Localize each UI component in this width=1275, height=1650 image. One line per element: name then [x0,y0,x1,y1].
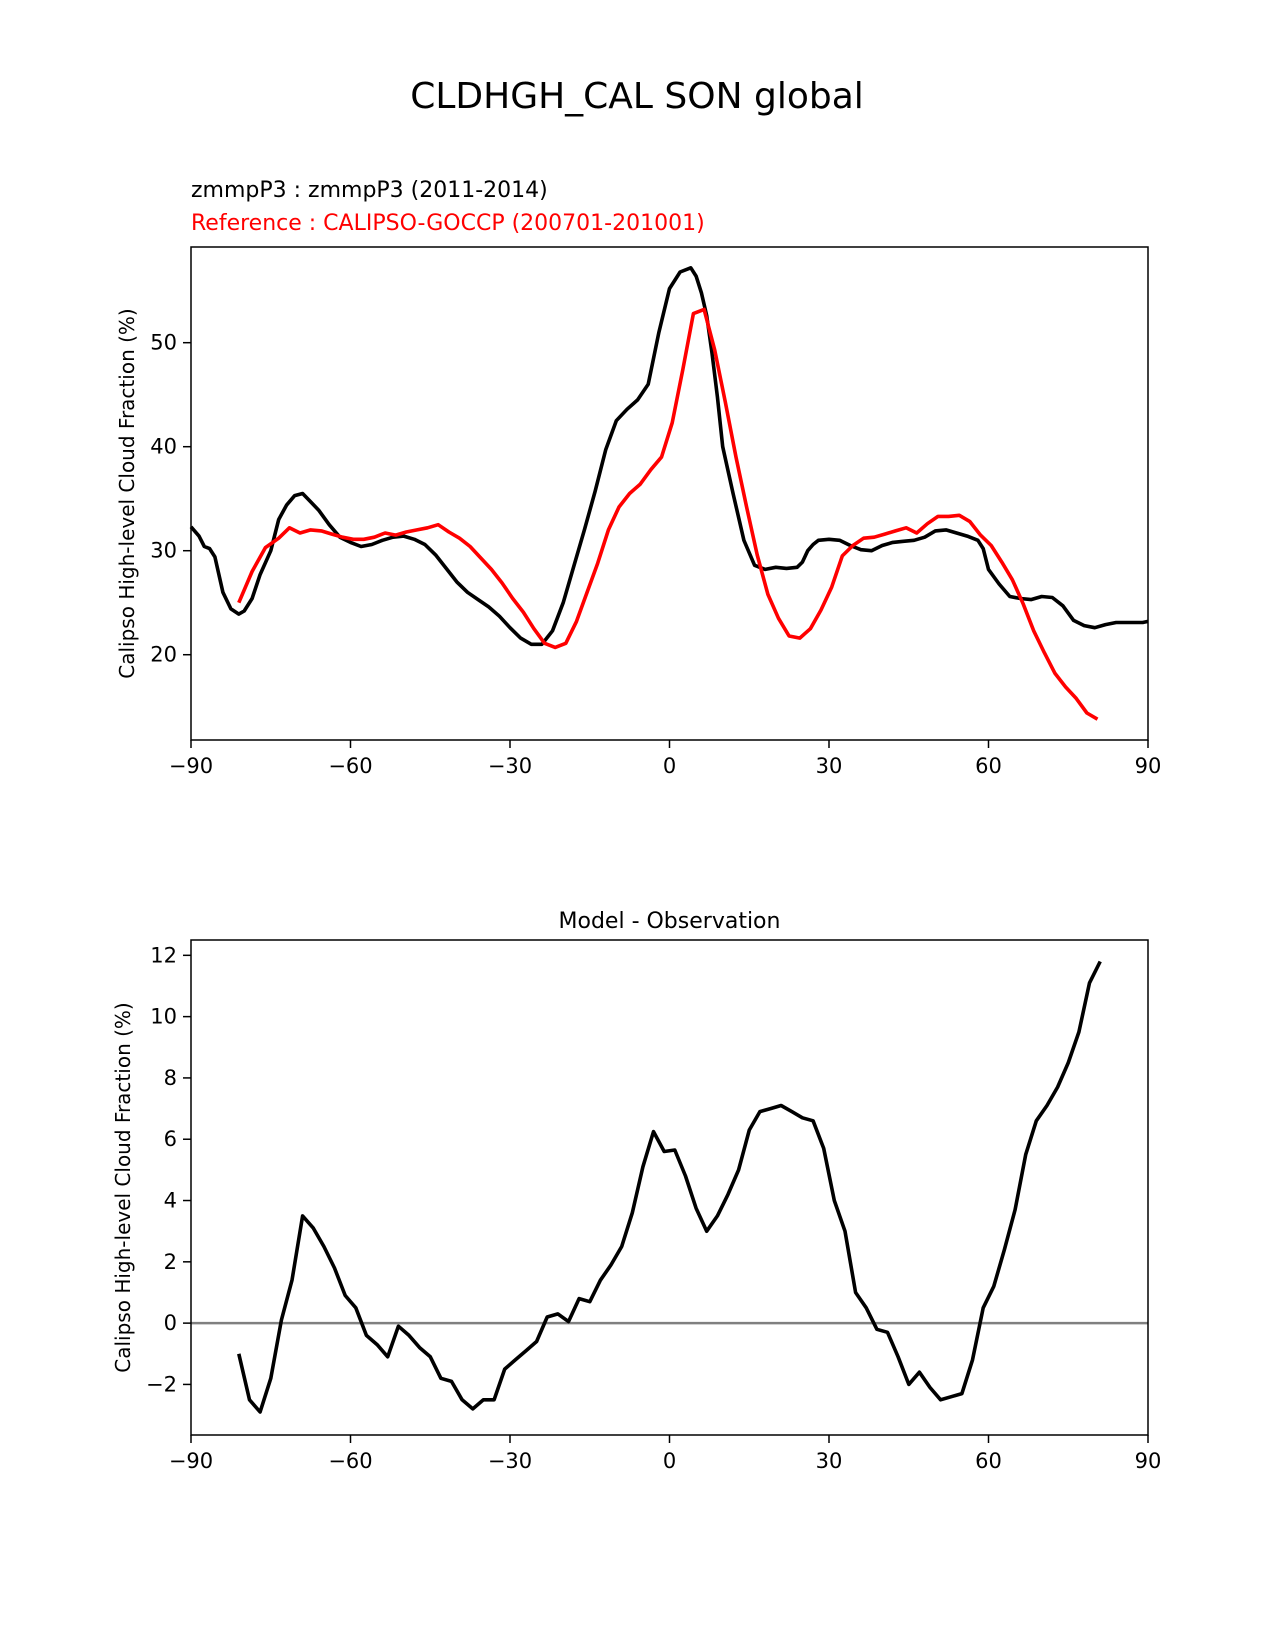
x-tick-label: 60 [975,754,1002,778]
x-tick-label: −90 [169,754,213,778]
reference-label: Reference : CALIPSO-GOCCP (200701-201001… [191,211,705,236]
x-tick-label: 90 [1135,1449,1162,1473]
y-tick-label: 40 [150,435,177,459]
x-tick-label: −60 [328,1449,372,1473]
axes-title: Model - Observation [559,909,781,934]
top-chart: −90 −60 −30 0 30 60 90 20 30 40 50 Calipso High-lev… [115,246,1162,778]
y-tick-label: 2 [164,1250,177,1274]
axes-frame [190,939,1149,1436]
x-tick-label: 0 [663,1449,676,1473]
x-tick-label: 30 [816,754,843,778]
y-tick-label: 8 [164,1066,177,1090]
x-tick-label: −30 [488,754,532,778]
series-line-calipso-goccp [237,307,1099,721]
x-tick-label: 30 [816,1449,843,1473]
test-label: zmmpP3 : zmmpP3 (2011-2014) [191,178,548,203]
difference-chart: −90 −60 −30 0 30 60 90 −2 0 2 4 6 8 10 12 Calipso High-… [111,909,1161,1473]
x-tick-label: 0 [663,754,676,778]
y-tick-label: 6 [164,1127,177,1151]
x-tick-label: −60 [328,754,372,778]
y-tick-label: 50 [150,331,177,355]
y-axis-label: Calipso High-level Cloud Fraction (%) [115,308,139,678]
x-tick-label: 90 [1135,754,1162,778]
x-tick-label: −90 [169,1449,213,1473]
figure-title: CLDHGH_CAL SON global [410,76,864,117]
series-line-model-observation [237,960,1102,1414]
x-tick-label: 60 [975,1449,1002,1473]
y-tick-label: 12 [150,943,177,967]
y-tick-label: 0 [164,1311,177,1335]
y-tick-label: 20 [150,643,177,667]
axes-frame [190,246,1149,741]
y-tick-label: 4 [164,1189,177,1213]
y-tick-label: 30 [150,539,177,563]
y-tick-label: 10 [150,1005,177,1029]
x-tick-label: −30 [488,1449,532,1473]
y-axis-label: Calipso High-level Cloud Fraction (%) [111,1002,135,1372]
y-tick-label: −2 [146,1372,177,1396]
series-line-zmmpp3 [189,266,1149,647]
